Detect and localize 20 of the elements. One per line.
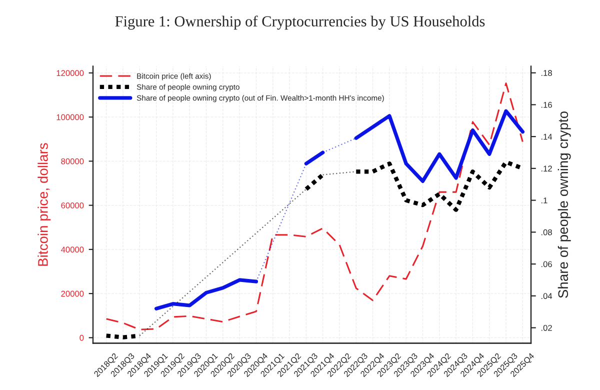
line-series [106, 82, 524, 330]
y2-tick-label: .12 [541, 166, 552, 172]
y-tick-label: 20000 [61, 290, 84, 297]
y2-tick-label: .02 [541, 324, 552, 331]
chart-title: Figure 1: Ownership of Cryptocurrencies by US Households [115, 16, 485, 30]
y2-tick-label: .14 [541, 134, 552, 140]
y2-tick-label: .06 [541, 261, 552, 268]
y2-tick-label: .18 [541, 70, 552, 76]
y-tick-label: 80000 [61, 158, 84, 164]
y-tick-label: 100000 [56, 114, 84, 120]
y-tick-label: 120000 [56, 70, 84, 76]
y2-tick-label: .16 [541, 102, 552, 108]
y2-axis-title: Share of people owning crypto [558, 112, 571, 298]
y-axis-title: Bitcoin price, dollars [38, 143, 51, 266]
y2-tick-label: .04 [541, 293, 552, 299]
y-tick-label: 60000 [61, 202, 84, 208]
y2-tick-label: .08 [541, 229, 552, 236]
y-tick-label: 40000 [60, 246, 84, 253]
y2-tick-label: .1 [541, 198, 548, 204]
y-tick-label: 0 [80, 334, 84, 341]
